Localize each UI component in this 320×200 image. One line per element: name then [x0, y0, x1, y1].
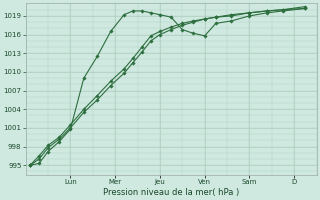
X-axis label: Pression niveau de la mer( hPa ): Pression niveau de la mer( hPa ) [103, 188, 239, 197]
